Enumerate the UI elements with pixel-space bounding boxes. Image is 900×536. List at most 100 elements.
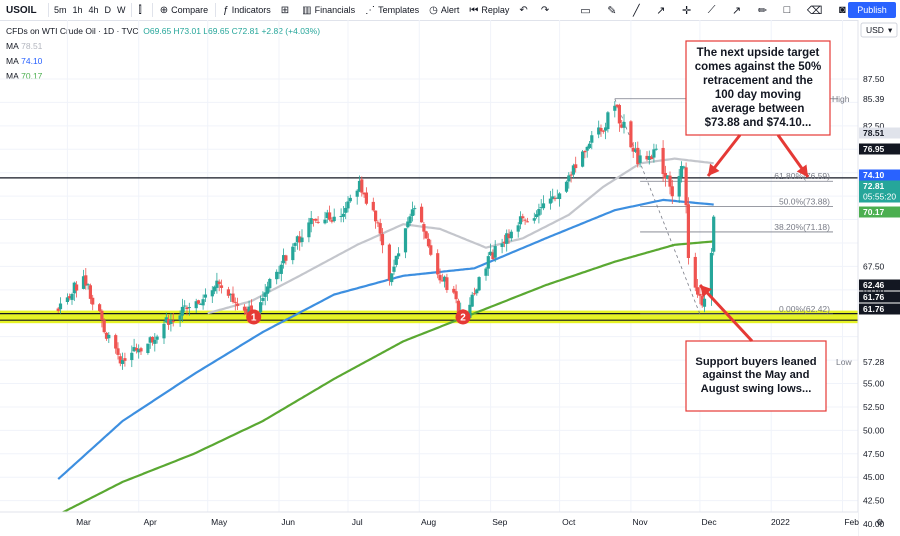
interval-5m[interactable]: 5m (54, 5, 67, 15)
candle (613, 101, 617, 118)
marker-label: 2 (460, 312, 466, 323)
price-chart[interactable]: High Low 61.80%(76.59) 50.0%(73.88) 38.20%(7… (0, 20, 900, 536)
candle (615, 104, 619, 109)
chart-legend: CFDs on WTI Crude Oil · 1D · TVC O69.65 … (6, 24, 320, 84)
gear-icon[interactable]: ⚙ (876, 517, 884, 527)
fib-level-label: 50.0%(73.88) (779, 197, 830, 207)
undo-button[interactable]: ↶ (514, 0, 535, 20)
box-icon[interactable]: □ (783, 4, 791, 16)
candle-body (698, 293, 702, 296)
candle (532, 212, 536, 224)
replay-button[interactable]: ⏮ Replay (464, 0, 514, 20)
candle (647, 150, 651, 165)
candle (279, 260, 283, 282)
candle-body (309, 218, 313, 225)
currency-selector[interactable]: USD ▾ (860, 22, 898, 38)
ray-icon[interactable]: ↗ (656, 4, 666, 17)
candle-body (247, 306, 251, 315)
redo-button[interactable]: ↷ (536, 0, 557, 20)
candle-body (505, 233, 509, 244)
candle-body (633, 149, 638, 152)
candle (477, 276, 481, 292)
candle-body (709, 252, 713, 299)
candle (535, 210, 539, 219)
candle-body (472, 293, 477, 295)
candle-body (509, 231, 513, 239)
interval-w[interactable]: W (117, 5, 126, 15)
candle (436, 249, 440, 279)
eraser-icon[interactable]: ⌫ (806, 4, 823, 17)
candle-body (525, 221, 529, 223)
symbol-search[interactable]: USOIL (6, 4, 37, 16)
price-tick-label: 47.50 (863, 449, 885, 459)
candle-body (169, 320, 173, 324)
interval-1h[interactable]: 1h (72, 5, 83, 15)
candle (282, 248, 286, 269)
interval-4h[interactable]: 4h (88, 5, 99, 15)
candle (426, 233, 431, 248)
indicators-button[interactable]: ƒ Indicators (218, 0, 276, 20)
price-badge-bg (859, 143, 900, 155)
candle-body (629, 121, 633, 148)
brush-icon[interactable]: ✎ (607, 4, 617, 17)
top-toolbar: USOIL 5m 1h 4h D W ⫿ ⊕ Compare ƒ Indicator… (0, 0, 900, 21)
crosshair-icon[interactable]: ✛ (682, 4, 692, 17)
candle (229, 293, 233, 302)
candle-body (408, 216, 412, 224)
layouts-button[interactable]: ⊞ (276, 0, 297, 20)
candle (410, 201, 414, 222)
arrow-icon[interactable]: ↗ (732, 4, 742, 17)
candle-body (137, 349, 141, 353)
candle (620, 119, 624, 129)
candle-body (378, 223, 382, 234)
candle (132, 338, 136, 352)
candle (553, 195, 557, 202)
candle (330, 217, 334, 224)
trend-line-icon[interactable]: ╱ (633, 4, 640, 17)
candle-body (88, 285, 92, 299)
legend-ma-row[interactable]: MA 74.10 (6, 54, 320, 69)
candle-body (56, 308, 60, 311)
candle-body (518, 216, 523, 225)
candle-body (341, 213, 345, 217)
candle (378, 218, 382, 242)
annotation-arrow (776, 134, 810, 178)
ma-blue-line (57, 198, 714, 480)
candle-body (394, 255, 398, 265)
candle-body (670, 186, 674, 197)
candle-body (558, 193, 562, 200)
interval-d[interactable]: D (104, 5, 112, 15)
templates-button[interactable]: ⋰ Templates (360, 0, 424, 20)
price-badge-bg (859, 180, 900, 203)
candle-body (242, 306, 247, 311)
path-icon[interactable]: ⟋ (707, 3, 716, 16)
candle (374, 210, 378, 229)
candle (696, 279, 700, 298)
pen-icon[interactable]: ✏ (757, 4, 768, 17)
candle (558, 192, 562, 207)
rectangle-icon[interactable]: ▭ (580, 4, 591, 17)
candle-body (180, 306, 184, 316)
legend-ma-row[interactable]: MA 78.51 (6, 39, 320, 54)
publish-button[interactable]: Publish (848, 2, 896, 18)
candle (81, 269, 86, 290)
legend-ma-row[interactable]: MA 70.17 (6, 69, 320, 84)
candle-body (263, 292, 267, 297)
candle (443, 275, 447, 288)
chart-style-button[interactable]: ⫿ (134, 0, 150, 20)
candle (130, 345, 134, 368)
compare-button[interactable]: ⊕ Compare (155, 0, 213, 20)
candle-body (553, 198, 557, 200)
camera-icon[interactable]: ◙ (838, 4, 846, 16)
alert-button[interactable]: ◷ Alert (424, 0, 464, 20)
divider (215, 3, 217, 17)
candle (397, 247, 401, 260)
candle-body (185, 307, 189, 310)
candle-body (426, 238, 431, 247)
candle (470, 291, 474, 307)
candle (284, 254, 288, 265)
templates-label: Templates (378, 5, 420, 15)
candle-body (652, 149, 656, 158)
candle-body (702, 298, 707, 307)
financials-button[interactable]: ▥ Financials (297, 0, 360, 20)
